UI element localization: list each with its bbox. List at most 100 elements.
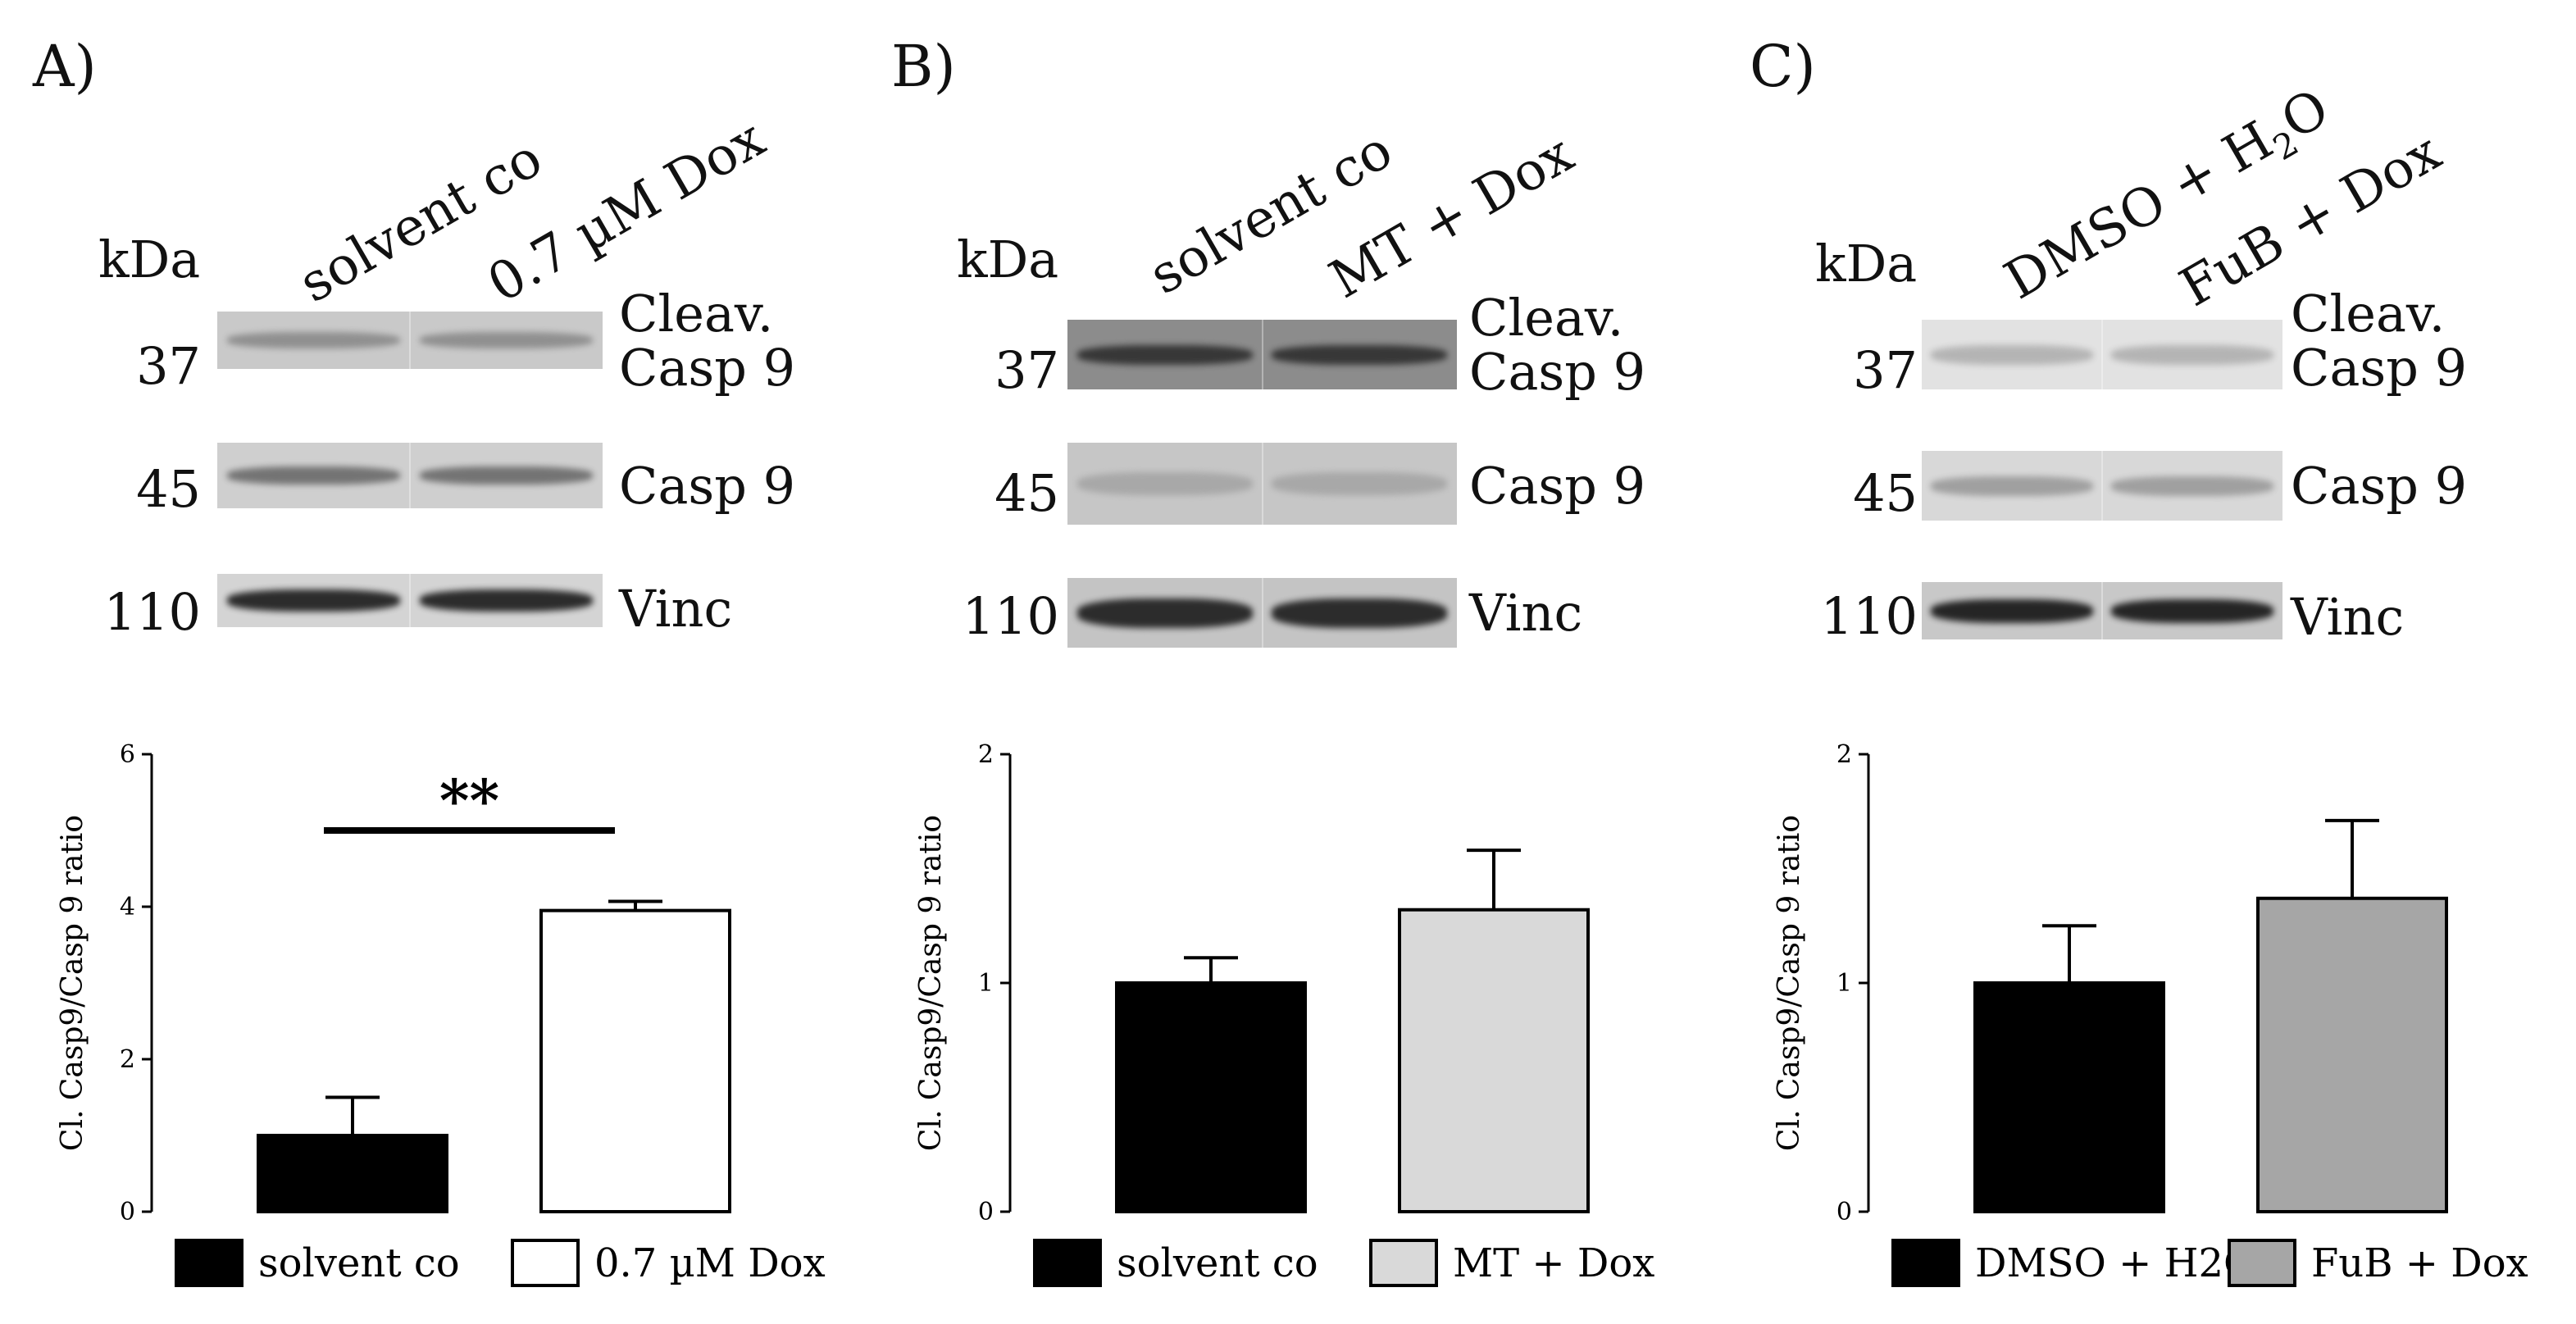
mw-37: 37 [1853, 340, 1918, 400]
lane-divider [2101, 582, 2103, 639]
blot-casp9 [1067, 443, 1457, 525]
blot-casp9 [1922, 451, 2282, 521]
y-tick-label: 6 [120, 740, 135, 769]
legend-label: 0.7 µM Dox [594, 1240, 826, 1286]
protein-line2: Casp 9 [2291, 338, 2468, 398]
y-tick-label: 1 [1836, 969, 1852, 998]
legend-swatch [175, 1239, 243, 1287]
protein-band [226, 466, 401, 485]
blot-vinc [1067, 578, 1457, 648]
lane-divider [2101, 320, 2103, 389]
panel-c: C) kDa DMSO + H2O FuB + Dox 37 Cleav. Ca… [1717, 0, 2575, 1324]
bar [1973, 981, 2165, 1213]
protein-casp9: Casp 9 [1469, 456, 1646, 516]
legend-swatch [1033, 1239, 1102, 1287]
bar [257, 1134, 448, 1213]
protein-cleaved-casp9: Cleav. Casp 9 [619, 287, 795, 395]
blot-cleaved-casp9 [1067, 320, 1457, 389]
protein-cleaved-casp9: Cleav. Casp 9 [2291, 287, 2467, 395]
panel-label: A) [33, 33, 97, 100]
protein-casp9: Casp 9 [2291, 456, 2468, 516]
protein-band [1272, 598, 1448, 628]
y-tick-label: 0 [978, 1198, 994, 1226]
panel-label: B) [891, 33, 956, 100]
protein-band [2111, 344, 2273, 365]
protein-band [1076, 472, 1253, 495]
blot-cleaved-casp9 [217, 312, 603, 369]
legend-swatch [511, 1239, 580, 1287]
bar [2256, 896, 2448, 1214]
protein-band [1272, 472, 1448, 495]
protein-band [226, 589, 401, 612]
protein-vinc: Vinc [1469, 583, 1583, 643]
protein-band [1272, 344, 1448, 365]
protein-band [2111, 475, 2273, 496]
legend-label: MT + Dox [1453, 1240, 1654, 1286]
mw-110: 110 [1820, 586, 1918, 646]
y-tick-label: 2 [120, 1045, 135, 1074]
lane-divider [1261, 578, 1263, 648]
mw-110: 110 [103, 582, 201, 642]
y-axis-label: Cl. Casp9/Casp 9 ratio [1773, 815, 1806, 1151]
bar-chart-b: Cl. Casp9/Casp 9 ratio 0 1 2 solvent co MT + … [914, 740, 1654, 1287]
legend-swatch [2228, 1239, 2296, 1287]
bar-chart-a: Cl. Casp9/Casp 9 ratio 0 2 4 6 ** solvent co 0.… [56, 740, 826, 1287]
y-tick-label: 0 [120, 1198, 135, 1226]
panel-label: C) [1750, 33, 1816, 100]
protein-band [419, 466, 594, 485]
lane-divider [409, 312, 411, 369]
protein-band [419, 589, 594, 612]
protein-band [1931, 475, 2093, 496]
mw-45: 45 [1853, 463, 1918, 523]
protein-line2: Casp 9 [619, 338, 796, 398]
protein-casp9: Casp 9 [619, 456, 796, 516]
y-axis-label: Cl. Casp9/Casp 9 ratio [914, 815, 948, 1151]
y-tick-label: 4 [120, 893, 135, 921]
y-axis-label: Cl. Casp9/Casp 9 ratio [56, 815, 89, 1151]
y-tick-label: 1 [978, 969, 994, 998]
legend-swatch [1369, 1239, 1438, 1287]
blot-vinc [217, 574, 603, 627]
lane-divider [1261, 443, 1263, 525]
legend-label: solvent co [1117, 1240, 1318, 1286]
kda-label: kDa [957, 230, 1059, 289]
y-tick-label: 0 [1836, 1198, 1852, 1226]
protein-band [1931, 344, 2093, 365]
blot-vinc [1922, 582, 2282, 639]
bar-chart-c: Cl. Casp9/Casp 9 ratio 0 1 2 DMSO + H2O FuB +… [1773, 740, 2528, 1287]
legend-label: solvent co [258, 1240, 460, 1286]
protein-band [1076, 344, 1253, 365]
lane-divider [409, 443, 411, 508]
mw-45: 45 [994, 463, 1059, 523]
bar [539, 908, 731, 1213]
legend-swatch [1891, 1239, 1960, 1287]
blot-casp9 [217, 443, 603, 508]
blot-cleaved-casp9 [1922, 320, 2282, 389]
lane-divider [2101, 451, 2103, 521]
protein-vinc: Vinc [2291, 587, 2405, 647]
significance-label: ** [439, 767, 499, 835]
bar [1398, 908, 1590, 1213]
mw-37: 37 [136, 336, 201, 396]
kda-label: kDa [1815, 234, 1918, 293]
protein-line1: Cleav. [2291, 284, 2446, 344]
protein-line1: Cleav. [1469, 288, 1624, 348]
protein-band [419, 332, 594, 348]
protein-cleaved-casp9: Cleav. Casp 9 [1469, 291, 1645, 399]
protein-band [2111, 598, 2273, 623]
protein-band [1076, 598, 1253, 628]
legend-label: FuB + Dox [2311, 1240, 2528, 1286]
panel-a: A) kDa solvent co 0.7 µM Dox 37 Cleav. C… [0, 0, 858, 1324]
y-tick-label: 2 [978, 740, 994, 769]
mw-45: 45 [136, 459, 201, 519]
lane-divider [1261, 320, 1263, 389]
protein-line1: Cleav. [619, 284, 774, 344]
legend-label: DMSO + H2O [1975, 1240, 2255, 1286]
protein-line2: Casp 9 [1469, 342, 1646, 402]
mw-110: 110 [962, 586, 1059, 646]
lane-divider [409, 574, 411, 627]
y-tick-label: 2 [1836, 740, 1852, 769]
kda-label: kDa [98, 230, 201, 289]
protein-band [226, 332, 401, 348]
bar [1115, 981, 1307, 1213]
